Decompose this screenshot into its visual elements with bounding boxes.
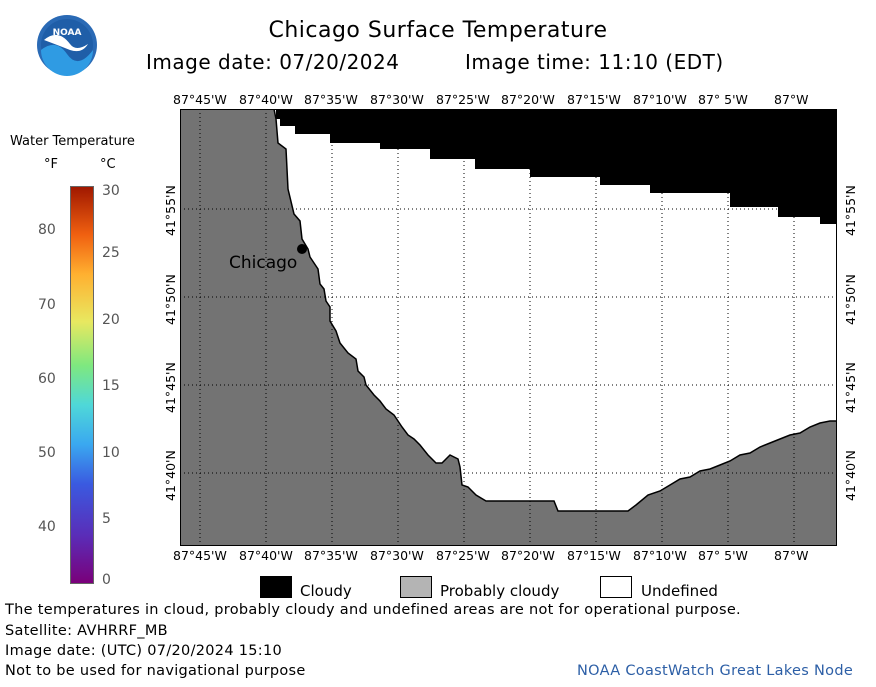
land-area [180, 109, 837, 546]
page-title: Chicago Surface Temperature [268, 18, 608, 43]
tick-c: 0 [102, 572, 111, 588]
tick-c: 30 [102, 183, 120, 199]
unit-c: °C [100, 157, 116, 172]
key-probably-cloudy-swatch [400, 576, 432, 598]
lat-label-left: 41°40'N [163, 450, 178, 501]
lat-label-right: 41°45'N [843, 362, 858, 413]
image-date: Image date: 07/20/2024 [146, 50, 400, 74]
key-undefined-swatch [600, 576, 632, 598]
tick-c: 10 [102, 445, 120, 461]
lon-label-bottom: 87°45'W [173, 548, 227, 563]
city-label: Chicago [229, 253, 298, 273]
lon-label-bottom: 87°30'W [370, 548, 424, 563]
lon-label-bottom: 87°15'W [567, 548, 621, 563]
lon-label-top: 87°10'W [633, 92, 687, 107]
key-probably-cloudy-label: Probably cloudy [440, 582, 560, 600]
lon-label-bottom: 87°W [774, 548, 809, 563]
key-cloudy-label: Cloudy [300, 582, 352, 600]
lon-label-top: 87°30'W [370, 92, 424, 107]
tick-c: 5 [102, 511, 111, 527]
unit-f: °F [44, 157, 58, 172]
lon-label-top: 87° 5'W [698, 92, 748, 107]
tick-c: 20 [102, 312, 120, 328]
cloudy-region [276, 109, 837, 224]
source-credit: NOAA CoastWatch Great Lakes Node [577, 663, 854, 679]
disclaimer-text: The temperatures in cloud, probably clou… [5, 602, 741, 618]
lon-label-bottom: 87°10'W [633, 548, 687, 563]
tick-c: 25 [102, 245, 120, 261]
lon-label-top: 87°40'W [239, 92, 293, 107]
lon-label-top: 87°35'W [304, 92, 358, 107]
chicago-marker [297, 244, 307, 254]
image-time: Image time: 11:10 (EDT) [465, 50, 724, 74]
logo-text: NOAA [53, 28, 82, 38]
lat-label-left: 41°55'N [163, 185, 178, 236]
tick-f: 40 [38, 519, 56, 535]
lon-label-top: 87°20'W [501, 92, 555, 107]
lat-label-left: 41°50'N [163, 274, 178, 325]
lon-label-bottom: 87°35'W [304, 548, 358, 563]
graticule [180, 109, 837, 546]
legend-title: Water Temperature [10, 134, 135, 149]
noaa-logo: NOAA [37, 15, 97, 76]
tick-f: 80 [38, 222, 56, 238]
sst-map [180, 109, 837, 546]
lon-label-bottom: 87°40'W [239, 548, 293, 563]
lat-label-right: 41°50'N [843, 274, 858, 325]
lon-label-bottom: 87°25'W [436, 548, 490, 563]
lon-label-bottom: 87° 5'W [698, 548, 748, 563]
map-frame [180, 109, 837, 546]
tick-c: 15 [102, 378, 120, 394]
lon-label-top: 87°45'W [173, 92, 227, 107]
tick-f: 50 [38, 445, 56, 461]
lon-label-bottom: 87°20'W [501, 548, 555, 563]
tick-f: 70 [38, 297, 56, 313]
lon-label-top: 87°25'W [436, 92, 490, 107]
lon-label-top: 87°15'W [567, 92, 621, 107]
nav-warning-text: Not to be used for navigational purpose [5, 663, 306, 679]
lat-label-left: 41°45'N [163, 362, 178, 413]
color-scale-bar [70, 186, 94, 584]
tick-f: 60 [38, 371, 56, 387]
lon-label-top: 87°W [774, 92, 809, 107]
key-cloudy-swatch [260, 576, 292, 598]
lat-label-right: 41°55'N [843, 185, 858, 236]
utc-date-text: Image date: (UTC) 07/20/2024 15:10 [5, 643, 283, 659]
lat-label-right: 41°40'N [843, 450, 858, 501]
key-undefined-label: Undefined [641, 582, 718, 600]
satellite-text: Satellite: AVHRRF_MB [5, 623, 168, 639]
